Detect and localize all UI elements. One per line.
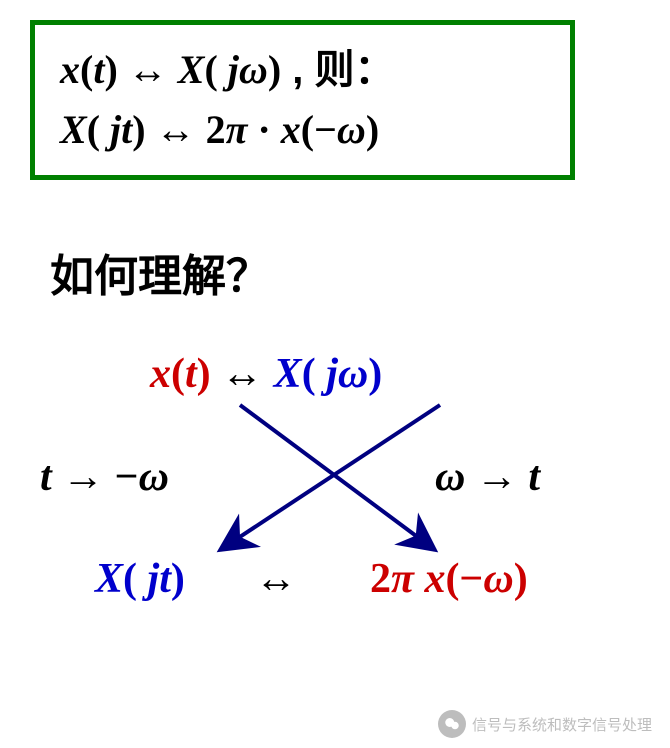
sym: , 则： <box>281 48 394 92</box>
sym: ω <box>337 107 366 152</box>
sym: ) ↔ <box>104 47 177 92</box>
sym: j <box>100 107 121 152</box>
formula-line-1: x(t) ↔ X( jω) , 则： <box>60 40 545 100</box>
sym: t <box>121 107 132 152</box>
formula-box: x(t) ↔ X( jω) , 则： X( jt) ↔ 2π · x(−ω) <box>30 20 575 180</box>
sym: · <box>247 107 280 152</box>
duality-diagram: x(t) ↔ X( jω) t → −ω ω → t X( jt) ↔ 2π x… <box>40 350 630 630</box>
cross-arrows <box>40 350 630 630</box>
sym: x <box>281 107 301 152</box>
sym: ) ↔ 2 <box>132 107 225 152</box>
watermark: 信号与系统和数字信号处理 <box>438 710 652 738</box>
formula-line-2: X( jt) ↔ 2π · x(−ω) <box>60 100 545 160</box>
sym: X <box>60 107 87 152</box>
sym: ) <box>268 47 281 92</box>
sym: (− <box>301 107 337 152</box>
sym: t <box>93 47 104 92</box>
sym: ( <box>204 47 217 92</box>
sym: ω <box>239 47 268 92</box>
sym: ) <box>366 107 379 152</box>
sym: x <box>60 47 80 92</box>
sym: π <box>226 107 248 152</box>
sym: ( <box>80 47 93 92</box>
sym: j <box>218 47 239 92</box>
sym: X <box>178 47 205 92</box>
wechat-icon <box>438 710 466 738</box>
sym: ( <box>87 107 100 152</box>
watermark-text: 信号与系统和数字信号处理 <box>472 714 652 735</box>
question-heading: 如何理解？ <box>50 240 270 304</box>
